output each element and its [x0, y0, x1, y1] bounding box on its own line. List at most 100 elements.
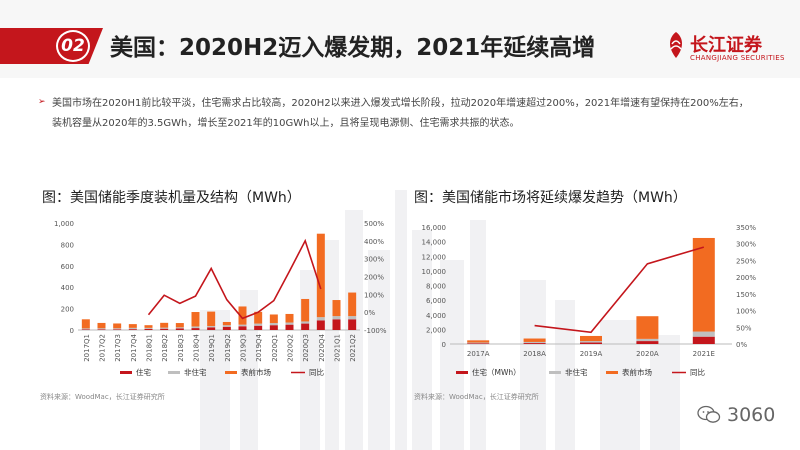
- chart-1-bar-非住宅: [128, 327, 137, 330]
- chart-1-x-tick-label: 2019Q2: [224, 334, 232, 362]
- chart-1-bar-住宅: [144, 328, 153, 330]
- chart-1-y2-tick-label: -100%: [364, 327, 387, 335]
- chart-1-bar-非住宅: [316, 317, 325, 321]
- skyline-background: [200, 190, 680, 450]
- chart-1-y-tick-label: 800: [61, 241, 74, 249]
- chart-2-bar-住宅（MWh）: [467, 343, 490, 344]
- chart-2-title: 图：美国储能市场将延续爆发趋势（MWh）: [414, 190, 687, 206]
- chart-2-bar-住宅（MWh）: [523, 343, 546, 344]
- chart-2-x-tick-label: 2020A: [636, 350, 659, 358]
- chart-1-y2-tick-label: 300%: [364, 256, 384, 264]
- watermark-text: 3060: [727, 404, 776, 426]
- chart-2-bar-表前市场: [467, 340, 490, 343]
- chart-1-bar-住宅: [113, 329, 122, 330]
- chart-1-bar-住宅: [316, 320, 325, 330]
- chart-1-bar-非住宅: [160, 327, 169, 329]
- chart-1-x-tick-label: 2018Q2: [161, 334, 169, 362]
- chart-2-bar-表前市场: [636, 316, 659, 339]
- chart-2-bar-表前市场: [692, 237, 715, 332]
- header-band: [0, 0, 800, 78]
- chart-1-legend-label: 表前市场: [241, 367, 271, 377]
- chart-1-x-tick-label: 2019Q1: [208, 334, 216, 362]
- page-title: 美国：2020H2迈入爆发期，2021年延续高增: [110, 35, 596, 61]
- chart-1-bar-住宅: [160, 328, 169, 330]
- chart-1-bar-表前市场: [269, 314, 278, 324]
- chart-1-bar-住宅: [191, 328, 200, 330]
- chart-1-bar-表前市场: [97, 322, 106, 329]
- chart-1-bar-表前市场: [128, 324, 137, 328]
- chart-1-bar-住宅: [97, 329, 106, 330]
- chart-1-bar-表前市场: [222, 321, 231, 326]
- chart-1-legend-label: 同比: [309, 367, 324, 377]
- chart-2-legend-swatch: [606, 371, 618, 374]
- chart-2-source: 资料来源：WoodMac，长江证券研究所: [414, 393, 539, 401]
- chart-1-y-tick-label: 1,000: [54, 220, 74, 228]
- chart-1-x-tick-label: 2021Q1: [334, 334, 342, 362]
- chart-1-x-tick-label: 2018Q3: [177, 334, 185, 362]
- chart-1-legend-swatch: [120, 371, 132, 374]
- chart-2-y-tick-label: 16,000: [422, 224, 447, 232]
- chart-1-bar-非住宅: [222, 325, 231, 327]
- chart-1-x-tick-label: 2020Q2: [287, 334, 295, 362]
- chart-1-bar-表前市场: [332, 300, 341, 317]
- chart-1-bar-表前市场: [348, 292, 357, 317]
- chart-1-bar-住宅: [348, 319, 357, 330]
- chart-1-y2-tick-label: 200%: [364, 274, 384, 282]
- chart-2-y2-tick-label: 150%: [736, 291, 756, 299]
- chart-1-bar-非住宅: [254, 323, 263, 326]
- chart-2-bar-非住宅: [636, 338, 659, 342]
- chart-1-bar-非住宅: [81, 328, 90, 330]
- chart-2-y2-tick-label: 50%: [736, 324, 752, 332]
- chart-2-y-tick-label: 12,000: [422, 253, 447, 261]
- logo-subtext: CHANGJIANG SECURITIES: [690, 54, 785, 62]
- chart-1-x-tick-label: 2018Q1: [146, 334, 154, 362]
- chart-2-bar-非住宅: [523, 341, 546, 344]
- chart-1-bar-表前市场: [160, 322, 169, 328]
- chart-1-title: 图：美国储能季度装机量及结构（MWh）: [42, 190, 301, 206]
- chart-1-y-tick-label: 0: [70, 327, 74, 335]
- chart-1-legend-swatch: [225, 371, 237, 374]
- chart-1-y-tick-label: 600: [61, 263, 74, 271]
- chart-1-x-tick-label: 2017Q4: [130, 333, 138, 361]
- chart-1-x-tick-label: 2021Q2: [349, 334, 357, 362]
- chart-2-y-tick-label: 6,000: [426, 297, 446, 305]
- chart-1-y2-tick-label: 500%: [364, 220, 384, 228]
- chart-1-bar-表前市场: [207, 311, 216, 327]
- chart-1-bar-表前市场: [301, 298, 310, 322]
- chart-2-line-同比: [534, 246, 705, 334]
- chart-2-bar-住宅（MWh）: [580, 342, 602, 344]
- section-number-badge: 02: [56, 30, 90, 62]
- chart-2-x-tick-label: 2017A: [467, 350, 490, 358]
- chart-1-bar-表前市场: [81, 319, 90, 329]
- chart-1-bar-住宅: [81, 329, 90, 330]
- logo-text: 长江证券: [690, 35, 762, 56]
- chart-1-x-tick-label: 2019Q4: [255, 333, 263, 361]
- chart-1-x-tick-label: 2019Q3: [240, 334, 248, 362]
- chart-1-bar-非住宅: [348, 316, 357, 320]
- chart-1-x-tick-label: 2017Q2: [99, 334, 107, 362]
- chart-2-y-tick-label: 4,000: [426, 312, 446, 320]
- summary-text: 美国市场在2020H1前比较平淡，住宅需求占比较高，2020H2以来进入爆发式增…: [52, 98, 749, 129]
- chart-1-bar-表前市场: [285, 313, 294, 323]
- chart-2-legend-label: 住宅（MWh）: [472, 367, 521, 377]
- chart-1-x-tick-label: 2018Q4: [193, 333, 201, 361]
- chart-2-y-tick-label: 10,000: [422, 268, 447, 276]
- chart-1-bar-表前市场: [113, 323, 122, 329]
- chart-1-bar-表前市场: [316, 233, 325, 318]
- chart-1-bar-非住宅: [269, 323, 278, 326]
- chart-1-bar-住宅: [332, 319, 341, 330]
- chart-2-bar-非住宅: [692, 331, 715, 337]
- wechat-icon: [697, 405, 721, 423]
- chart-1-y2-tick-label: 400%: [364, 238, 384, 246]
- bullet-arrow-icon: ➢: [38, 97, 46, 107]
- chart-2-bar-表前市场: [523, 338, 546, 342]
- chart-1-x-tick-label: 2017Q1: [83, 334, 91, 362]
- chart-2-legend-swatch: [549, 371, 561, 374]
- chart-1-bar-住宅: [222, 326, 231, 330]
- chart-1-bar-非住宅: [332, 316, 341, 320]
- chart-2-y-tick-label: 0: [442, 341, 446, 349]
- chart-1-y2-tick-label: 0%: [364, 309, 375, 317]
- chart-1-bar-非住宅: [238, 324, 247, 327]
